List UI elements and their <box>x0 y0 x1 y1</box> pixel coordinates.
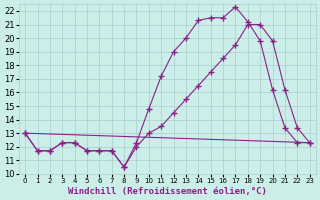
X-axis label: Windchill (Refroidissement éolien,°C): Windchill (Refroidissement éolien,°C) <box>68 187 267 196</box>
